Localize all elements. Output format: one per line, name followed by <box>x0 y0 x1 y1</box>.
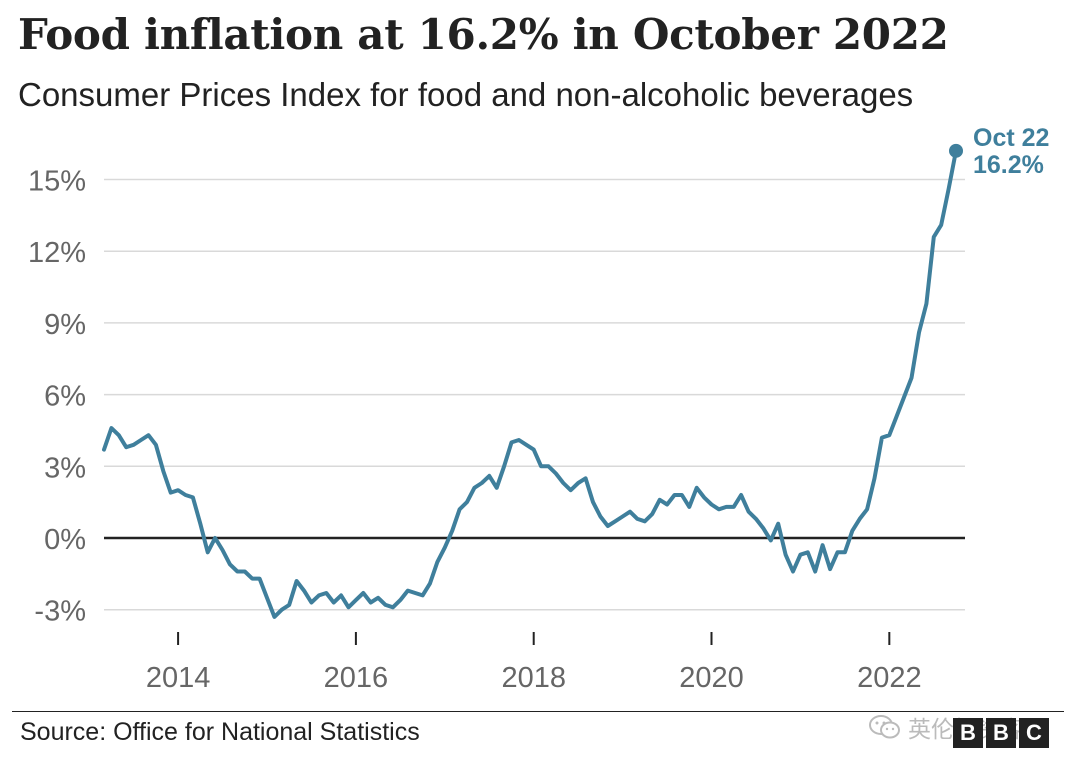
chart-subtitle: Consumer Prices Index for food and non-a… <box>18 76 914 113</box>
x-axis-ticks: 2014 2016 2018 2020 2022 <box>146 632 922 694</box>
y-tick-label: 0% <box>44 524 86 556</box>
line-chart: 15% 12% 9% 6% 3% 0% -3% 2014 2016 2018 2020 2022 O… <box>28 124 1049 694</box>
y-tick-label: 9% <box>44 309 86 341</box>
x-tick-label: 2018 <box>501 662 566 694</box>
footer-divider <box>12 711 1064 712</box>
x-tick-label: 2020 <box>679 662 744 694</box>
y-tick-label: 6% <box>44 381 86 413</box>
bbc-logo-letter: C <box>1019 718 1049 748</box>
y-tick-label: 15% <box>28 166 86 198</box>
bbc-logo-letter: B <box>953 718 983 748</box>
series-line <box>102 148 958 619</box>
gridlines <box>104 178 965 611</box>
y-tick-label: 3% <box>44 452 86 484</box>
y-tick-label: 12% <box>28 237 86 269</box>
wechat-icon <box>869 715 900 739</box>
x-tick-label: 2014 <box>146 662 211 694</box>
y-tick-label: -3% <box>34 596 86 628</box>
chart-title: Food inflation at 16.2% in October 2022 <box>18 10 949 59</box>
x-tick-label: 2016 <box>324 662 389 694</box>
bbc-logo: B B C <box>953 718 1049 748</box>
bbc-logo-letter: B <box>986 718 1016 748</box>
end-point-marker <box>949 143 963 158</box>
annotation-value-label: 16.2% <box>973 151 1044 179</box>
annotation-layer: Oct 22 16.2% <box>949 124 1049 179</box>
y-axis-tick-labels: 15% 12% 9% 6% 3% 0% -3% <box>28 166 86 628</box>
series-layer <box>102 148 958 619</box>
source-note: Source: Office for National Statistics <box>20 718 420 746</box>
x-tick-label: 2022 <box>857 662 922 694</box>
annotation-date-label: Oct 22 <box>973 124 1049 152</box>
